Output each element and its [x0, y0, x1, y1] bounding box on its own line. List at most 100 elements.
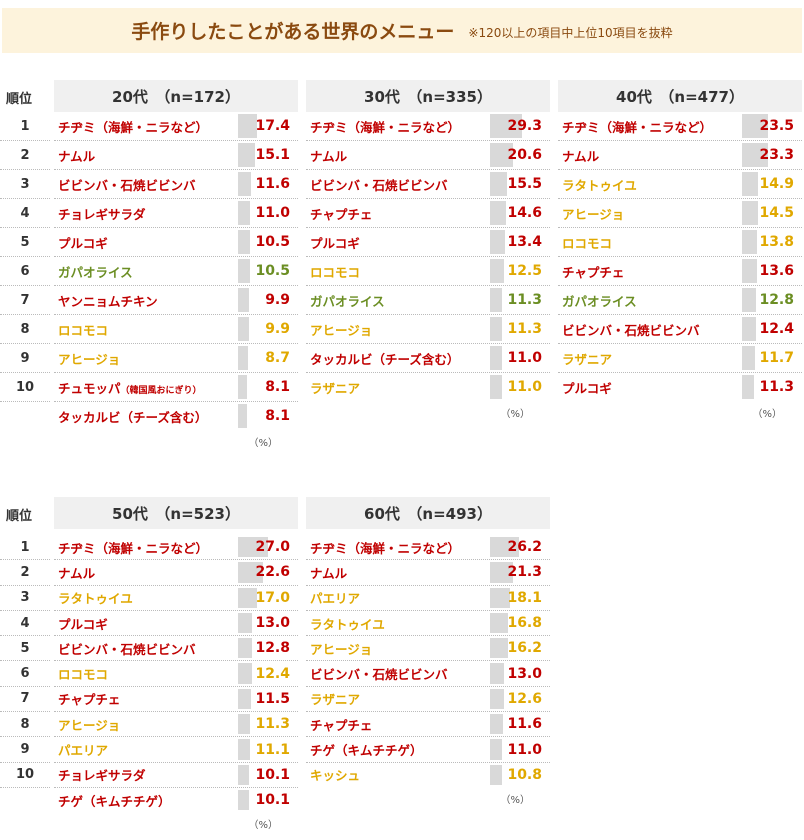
age-group-header: 20代 （n=172） — [54, 80, 298, 112]
value-cell: 11.0 — [490, 373, 550, 401]
rank-number: 2 — [0, 141, 50, 170]
rank-number: 6 — [0, 661, 50, 687]
table-row: アヒージョ 11.3 — [54, 712, 298, 738]
rank-column: 1 2 3 4 5 6 7 8 9 10 — [0, 535, 50, 812]
value-cell: 13.0 — [238, 611, 298, 635]
table-row: チャプチェ 11.5 — [54, 687, 298, 713]
value: 12.6 — [507, 690, 542, 707]
value: 11.3 — [507, 321, 542, 337]
value-cell: 27.0 — [238, 535, 298, 559]
table-row: ナムル 22.6 — [54, 560, 298, 586]
value-cell: 11.3 — [238, 712, 298, 736]
table-row: ナムル 15.1 — [54, 141, 298, 170]
table-row: チヂミ（海鮮・ニラなど） 27.0 — [54, 535, 298, 561]
value-bar — [238, 346, 248, 370]
value-bar — [742, 375, 755, 399]
table-row: ナムル 20.6 — [306, 141, 550, 170]
rank-number — [0, 402, 50, 430]
menu-name: チョレギサラダ — [58, 206, 146, 222]
value: 20.6 — [507, 147, 542, 163]
table-row: ガパオライス 11.3 — [306, 286, 550, 315]
table-row: ナムル 23.3 — [558, 141, 802, 170]
value: 12.4 — [255, 665, 290, 682]
value: 14.9 — [759, 176, 794, 192]
value-bar — [490, 714, 503, 735]
value-bar — [490, 375, 503, 399]
value: 8.1 — [265, 379, 290, 395]
menu-name: ヤンニョムチキン — [58, 293, 158, 309]
menu-name: プルコギ — [310, 235, 360, 251]
table-row: チヂミ（海鮮・ニラなど） 29.3 — [306, 112, 550, 141]
page-title: 手作りしたことがある世界のメニュー — [131, 21, 455, 43]
value-bar — [490, 201, 507, 225]
value-bar — [490, 317, 503, 341]
menu-name: チゲ（キムチチゲ） — [58, 793, 171, 809]
table-row: チュモッパ（韓国風おにぎり） 8.1 — [54, 373, 298, 402]
value-bar — [490, 739, 503, 760]
value: 29.3 — [507, 118, 542, 134]
unit-label: （%） — [752, 409, 782, 420]
value: 11.3 — [255, 716, 290, 733]
rank-number: 5 — [0, 228, 50, 257]
value: 23.5 — [759, 118, 794, 134]
value: 17.0 — [255, 589, 290, 606]
menu-name: ラタトゥイユ — [562, 177, 637, 193]
table-row: ラザニア 11.7 — [558, 344, 802, 373]
menu-name: タッカルビ（チーズ含む） — [58, 409, 208, 425]
menu-name: チゲ（キムチチゲ） — [310, 743, 423, 759]
value-bar — [238, 114, 258, 138]
rank-number: 9 — [0, 344, 50, 373]
value: 14.5 — [759, 205, 794, 221]
value-cell: 16.8 — [490, 611, 550, 635]
unit-label: （%） — [248, 820, 278, 832]
value: 10.1 — [255, 792, 290, 809]
value: 10.8 — [507, 766, 542, 783]
menu-name: ビビンバ・石焼ビビンバ — [58, 641, 196, 657]
value-cell: 29.3 — [490, 112, 550, 140]
table-row: タッカルビ（チーズ含む） 11.0 — [306, 344, 550, 373]
value-cell: 8.7 — [238, 344, 298, 372]
value: 18.1 — [507, 589, 542, 606]
value-bar — [490, 114, 523, 138]
rank-column: 1 2 3 4 5 6 7 8 9 10 — [0, 112, 50, 430]
value-cell: 11.5 — [238, 687, 298, 711]
table-row: ビビンバ・石焼ビビンバ 11.6 — [54, 170, 298, 199]
value-bar — [742, 346, 755, 370]
menu-name: チャプチェ — [562, 264, 625, 280]
menu-name: チャプチェ — [58, 692, 121, 708]
table-row: ビビンバ・石焼ビビンバ 12.4 — [558, 315, 802, 344]
value-cell: 21.3 — [490, 560, 550, 584]
value: 8.1 — [265, 408, 290, 424]
unit-label: （%） — [500, 409, 530, 420]
rank-number: 10 — [0, 763, 50, 788]
table-row: ラタトゥイユ 14.9 — [558, 170, 802, 199]
value-bar — [238, 638, 253, 659]
value-cell: 10.8 — [490, 763, 550, 787]
value-cell: 16.2 — [490, 636, 550, 660]
table-row: タッカルビ（チーズ含む） 8.1 — [54, 402, 298, 430]
rank-number: 10 — [0, 373, 50, 402]
rank-number: 6 — [0, 257, 50, 286]
menu-name: チヂミ（海鮮・ニラなど） — [58, 119, 209, 135]
menu-name: タッカルビ（チーズ含む） — [310, 351, 460, 367]
value-bar — [742, 114, 768, 138]
table-row: ビビンバ・石焼ビビンバ 15.5 — [306, 170, 550, 199]
value-bar — [490, 288, 503, 312]
value-cell: 12.4 — [742, 315, 802, 343]
value-bar — [238, 143, 255, 167]
value-cell: 10.5 — [238, 257, 298, 285]
menu-name: ビビンバ・石焼ビビンバ — [310, 177, 448, 193]
value-cell: 13.0 — [490, 661, 550, 685]
table-row: ナムル 21.3 — [306, 560, 550, 586]
rank-number — [0, 788, 50, 812]
menu-name: ビビンバ・石焼ビビンバ — [310, 667, 448, 683]
table-row: アヒージョ 11.3 — [306, 315, 550, 344]
table-row: ラタトゥイユ 17.0 — [54, 586, 298, 611]
value-cell: 11.0 — [238, 199, 298, 227]
value: 13.6 — [759, 263, 794, 279]
value-bar — [238, 789, 250, 811]
ranking-block: 40代 （n=477） チヂミ（海鮮・ニラなど） 23.5 ナムル 23.3 ラタトゥイユ… — [558, 80, 802, 420]
menu-name: ナムル — [310, 565, 348, 581]
table-row: キッシュ 10.8 — [306, 763, 550, 787]
menu-name: ガパオライス — [310, 293, 385, 309]
